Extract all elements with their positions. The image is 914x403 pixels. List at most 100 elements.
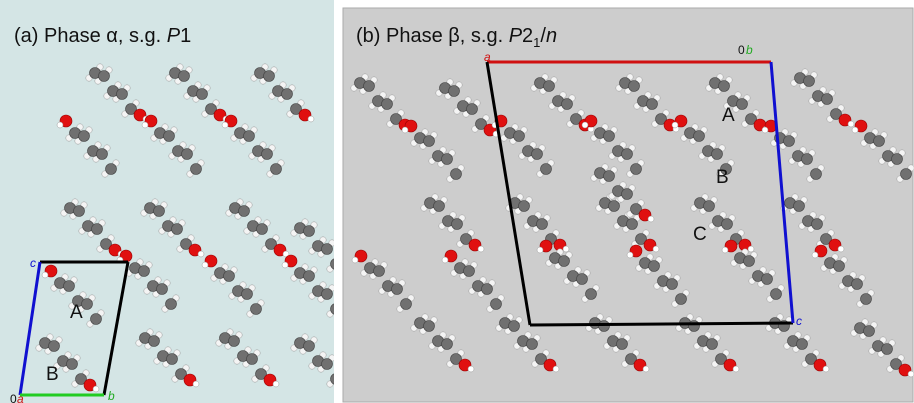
carbon	[149, 336, 160, 347]
carbon	[322, 289, 333, 300]
carbon	[452, 219, 463, 230]
carbon	[91, 314, 102, 325]
carbon	[106, 164, 117, 175]
hydrogen	[468, 366, 474, 372]
carbon	[239, 206, 250, 217]
hydrogen	[812, 252, 818, 258]
carbon	[154, 206, 165, 217]
hydrogen	[202, 262, 208, 268]
hydrogen	[582, 122, 588, 128]
carbon	[604, 171, 615, 182]
hydrogen	[722, 247, 728, 253]
title-italic: P	[167, 25, 181, 47]
title-text: (b) Phase β, s.g.	[356, 25, 509, 47]
molecule-label: B	[46, 364, 59, 385]
carbon	[599, 321, 610, 332]
axis-label: c	[30, 256, 36, 270]
carbon	[382, 99, 393, 110]
title-text: 2	[522, 25, 533, 47]
carbon	[629, 81, 640, 92]
carbon	[649, 261, 660, 272]
carbon	[224, 271, 235, 282]
carbon	[392, 284, 403, 295]
carbon	[451, 169, 462, 180]
carbon	[271, 164, 282, 175]
molecule-label: A	[722, 105, 735, 126]
carbon	[304, 271, 315, 282]
carbon	[49, 341, 60, 352]
carbon	[704, 201, 715, 212]
molecule-label: B	[716, 167, 729, 188]
axis-label: c	[796, 314, 802, 328]
axis-label: 0	[738, 43, 745, 57]
hydrogen	[733, 366, 739, 372]
carbon	[67, 359, 78, 370]
carbon	[544, 81, 555, 92]
axis-label: b	[746, 43, 753, 57]
carbon	[449, 86, 460, 97]
hydrogen	[748, 246, 754, 252]
axis-label: a	[484, 50, 491, 64]
hydrogen	[838, 246, 844, 252]
hydrogen	[222, 122, 228, 128]
carbon	[622, 149, 633, 160]
hydrogen	[193, 381, 199, 387]
carbon	[794, 201, 805, 212]
figure: c 0 a b A B a 0 b c A B C (a) Phase α, s…	[0, 0, 914, 403]
carbon	[617, 339, 628, 350]
carbon	[74, 206, 85, 217]
hydrogen	[442, 257, 448, 263]
carbon	[117, 89, 128, 100]
carbon	[744, 256, 755, 267]
hydrogen	[308, 116, 314, 122]
carbon	[874, 136, 885, 147]
carbon	[882, 344, 893, 355]
carbon	[244, 131, 255, 142]
title-text: (a) Phase α, s.g.	[14, 25, 167, 47]
carbon	[722, 219, 733, 230]
carbon	[812, 219, 823, 230]
carbon	[374, 266, 385, 277]
hydrogen	[852, 127, 858, 133]
carbon	[242, 289, 253, 300]
carbon	[322, 359, 333, 370]
carbon	[97, 149, 108, 160]
carbon	[157, 284, 168, 295]
carbon	[784, 136, 795, 147]
carbon	[64, 281, 75, 292]
hydrogen	[282, 262, 288, 268]
carbon	[304, 226, 315, 237]
carbon	[251, 304, 262, 315]
carbon	[627, 219, 638, 230]
carbon	[229, 336, 240, 347]
carbon	[519, 201, 530, 212]
hydrogen	[627, 252, 633, 258]
carbon	[179, 71, 190, 82]
carbon	[861, 294, 872, 305]
cell-edge	[530, 323, 793, 325]
carbon	[797, 339, 808, 350]
hydrogen	[908, 371, 914, 377]
carbon	[282, 89, 293, 100]
carbon	[707, 339, 718, 350]
carbon	[604, 131, 615, 142]
carbon	[737, 99, 748, 110]
carbon	[464, 266, 475, 277]
axis-label: 0	[10, 392, 17, 403]
carbon	[257, 224, 268, 235]
carbon	[364, 81, 375, 92]
carbon	[139, 266, 150, 277]
axis-label: b	[108, 389, 115, 403]
carbon	[482, 284, 493, 295]
carbon	[304, 341, 315, 352]
hydrogen	[553, 366, 559, 372]
hydrogen	[537, 247, 543, 253]
hydrogen	[198, 251, 204, 257]
carbon	[537, 219, 548, 230]
carbon	[82, 299, 93, 310]
carbon	[509, 321, 520, 332]
carbon	[689, 321, 700, 332]
carbon	[811, 169, 822, 180]
hydrogen	[563, 246, 569, 252]
carbon	[164, 131, 175, 142]
